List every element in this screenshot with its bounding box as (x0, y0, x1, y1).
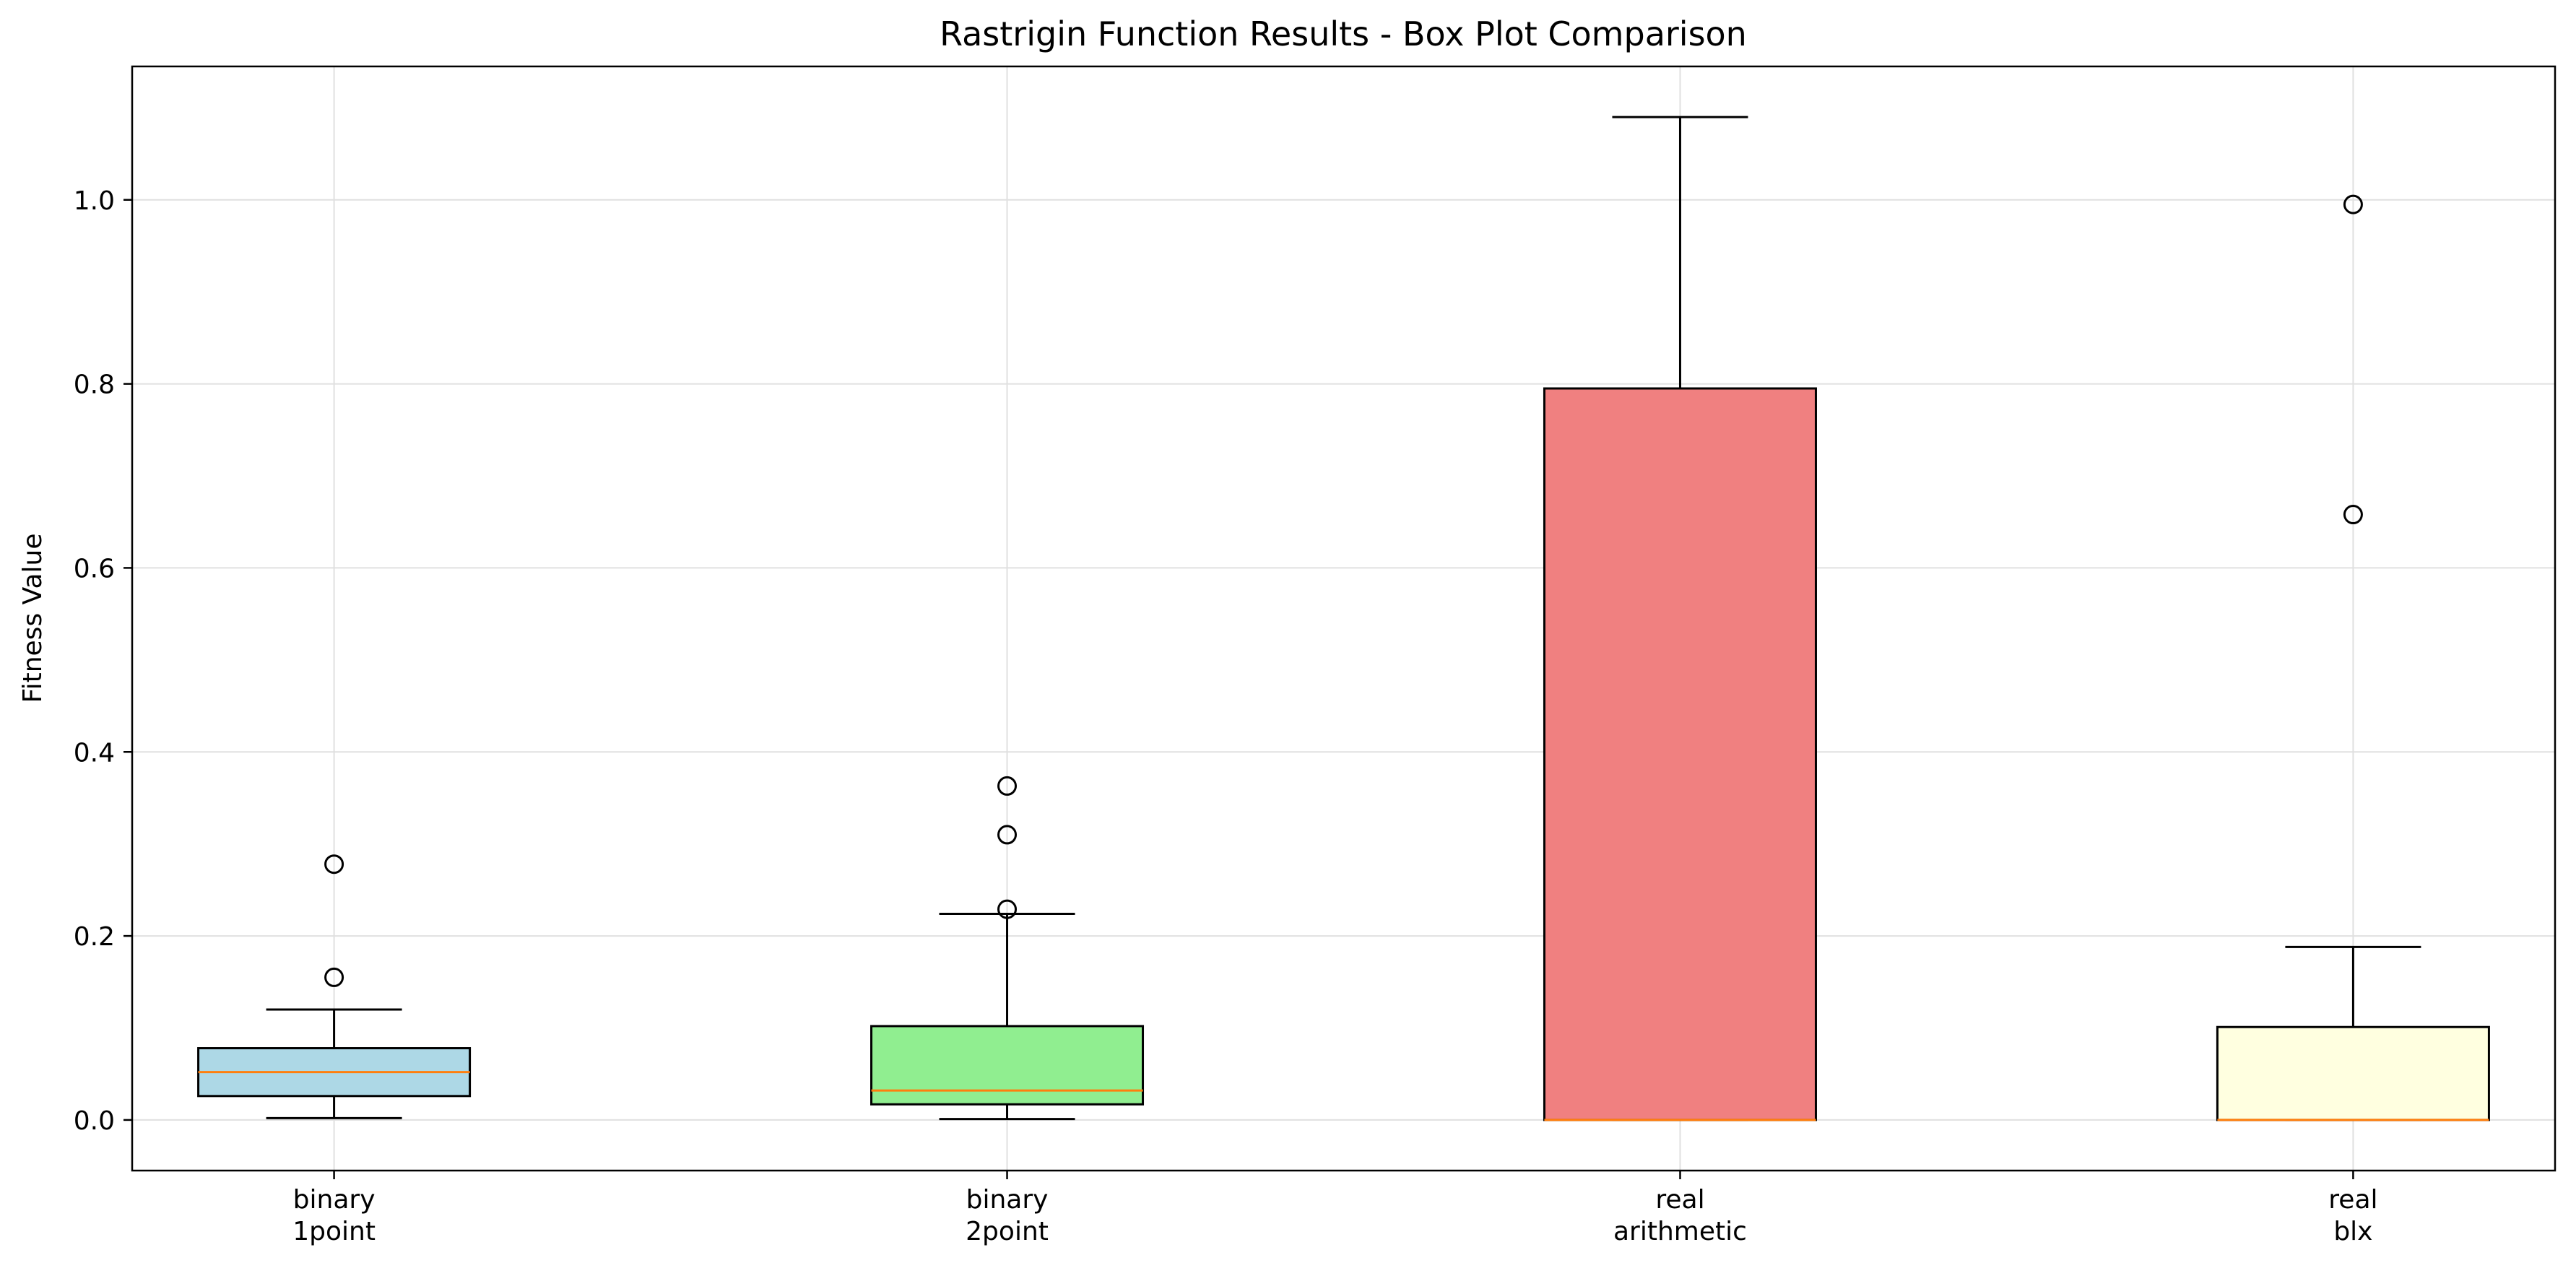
y-tick-label: 0.0 (74, 1106, 115, 1136)
box-group (2216, 194, 2490, 1121)
chart-title: Rastrigin Function Results - Box Plot Co… (940, 14, 1747, 53)
outlier-point (324, 967, 344, 987)
y-tick-label: 0.8 (74, 370, 115, 400)
outlier-point (324, 854, 344, 874)
plot-frame (131, 65, 2557, 1172)
y-tick-label: 0.2 (74, 922, 115, 952)
outlier-point (2343, 194, 2363, 214)
y-tick-label: 0.6 (74, 554, 115, 583)
x-tick-label: binary (966, 1185, 1049, 1215)
x-tick-label: arithmetic (1613, 1217, 1747, 1246)
outlier-point (997, 825, 1018, 845)
box-group (1543, 116, 1817, 1121)
box-group (197, 854, 472, 1119)
box (870, 1025, 1145, 1106)
y-tick-label: 0.4 (74, 738, 115, 768)
box (1543, 387, 1817, 1121)
box-plots (197, 116, 2490, 1121)
y-tick-label: 1.0 (74, 186, 115, 216)
outlier-point (997, 899, 1018, 919)
x-tick-label: 1point (292, 1217, 376, 1246)
x-tick-label: blx (2333, 1217, 2372, 1246)
box (2216, 1025, 2490, 1121)
box-group (870, 776, 1145, 1121)
outlier-point (2343, 505, 2363, 525)
outlier-point (997, 776, 1018, 796)
grid-lines (132, 66, 2555, 1171)
x-tick-label: real (1655, 1185, 1704, 1215)
y-axis-label: Fitness Value (18, 534, 48, 703)
x-tick-label: 2point (966, 1217, 1049, 1246)
x-tick-label: binary (293, 1185, 376, 1215)
x-tick-label: real (2328, 1185, 2377, 1215)
axes: 0.00.20.40.60.81.0binary1pointbinary2poi… (74, 186, 2378, 1246)
